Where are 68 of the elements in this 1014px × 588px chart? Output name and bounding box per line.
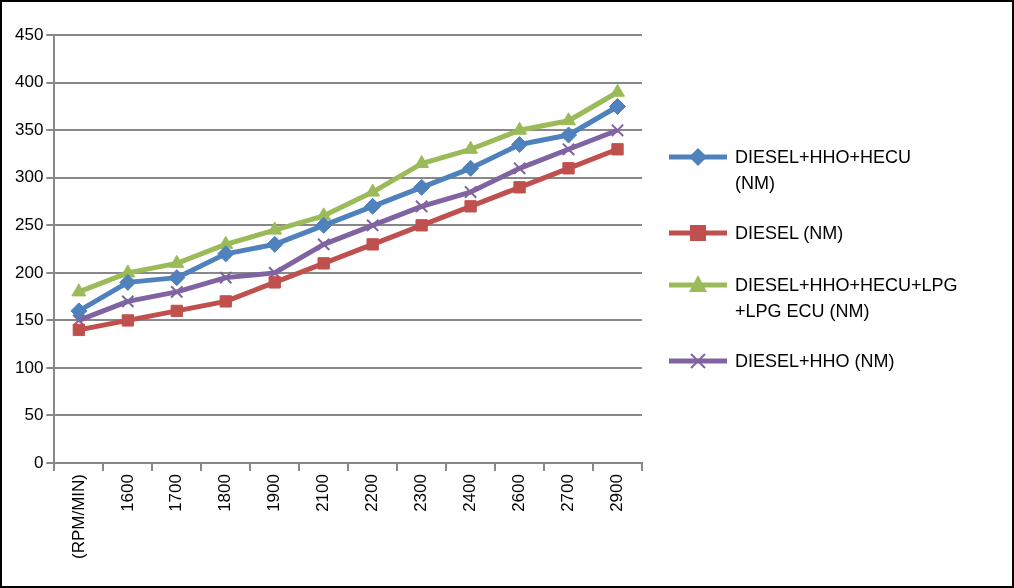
point bbox=[512, 161, 527, 175]
point bbox=[219, 270, 233, 285]
x-tick-label: 2700 bbox=[558, 474, 578, 512]
point bbox=[413, 178, 431, 196]
point bbox=[414, 155, 430, 169]
point bbox=[70, 302, 88, 320]
point bbox=[610, 123, 625, 137]
point bbox=[366, 238, 379, 251]
y-tick-label: 0 bbox=[33, 452, 44, 472]
x-tick-label: 2200 bbox=[362, 474, 382, 512]
point bbox=[560, 126, 578, 144]
point bbox=[364, 197, 382, 215]
point bbox=[168, 269, 186, 287]
y-tick-label: 450 bbox=[14, 24, 44, 44]
point bbox=[219, 295, 232, 308]
point bbox=[610, 83, 625, 97]
x-tick-label: 1600 bbox=[117, 474, 137, 512]
point bbox=[170, 304, 183, 318]
point bbox=[217, 245, 235, 263]
point bbox=[317, 257, 330, 270]
point bbox=[463, 185, 478, 199]
y-tick-label: 100 bbox=[14, 357, 44, 377]
point bbox=[121, 314, 134, 327]
point bbox=[119, 273, 137, 291]
y-tick-label: 400 bbox=[14, 72, 44, 92]
point bbox=[267, 221, 283, 235]
legend-label: DIESEL+HHO (NM) bbox=[735, 350, 895, 373]
legend-label: DIESEL+HHO+HECU (NM) bbox=[735, 146, 913, 195]
x-tick-label: 1800 bbox=[215, 474, 235, 512]
point bbox=[415, 219, 428, 232]
point bbox=[561, 112, 576, 126]
x-tick-label: (RPM/MIN) bbox=[68, 474, 88, 559]
x-tick-label: 1900 bbox=[264, 474, 284, 512]
point bbox=[463, 140, 479, 154]
x-tick-label: 2600 bbox=[509, 474, 529, 512]
x-tick-label: 2100 bbox=[313, 474, 333, 512]
y-tick-label: 50 bbox=[24, 405, 44, 425]
point bbox=[366, 218, 380, 232]
point bbox=[71, 283, 87, 297]
x-tick-label: 1700 bbox=[166, 474, 186, 512]
point bbox=[365, 183, 381, 197]
point bbox=[512, 121, 527, 135]
point bbox=[170, 285, 184, 299]
point bbox=[611, 143, 624, 156]
point bbox=[609, 98, 627, 115]
point bbox=[121, 294, 135, 309]
point bbox=[414, 199, 429, 213]
y-tick-label: 350 bbox=[14, 119, 44, 139]
point bbox=[462, 159, 480, 177]
point bbox=[511, 136, 529, 154]
y-tick-label: 150 bbox=[14, 310, 44, 330]
x-tick-label: 2900 bbox=[607, 474, 627, 512]
point bbox=[268, 276, 281, 289]
y-tick-label: 200 bbox=[14, 262, 44, 282]
point bbox=[464, 200, 477, 213]
x-tick-label: 2300 bbox=[411, 474, 431, 512]
point bbox=[513, 181, 526, 194]
point bbox=[561, 142, 576, 156]
point bbox=[315, 216, 333, 234]
point bbox=[317, 237, 331, 252]
legend-label: DIESEL (NM) bbox=[735, 222, 844, 245]
point bbox=[72, 323, 86, 337]
point bbox=[266, 235, 284, 253]
point bbox=[562, 162, 575, 175]
y-tick-label: 300 bbox=[14, 167, 44, 187]
legend-label: DIESEL+HHO+HECU+LPG +LPG ECU (NM) bbox=[735, 274, 958, 323]
x-tick-label: 2400 bbox=[460, 474, 480, 512]
y-tick-label: 250 bbox=[14, 215, 44, 235]
